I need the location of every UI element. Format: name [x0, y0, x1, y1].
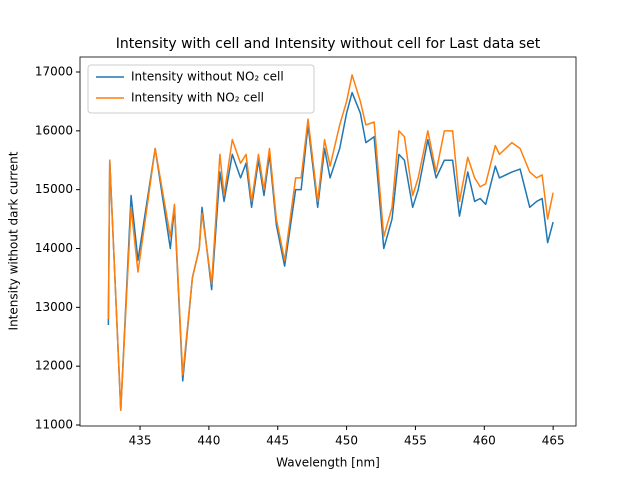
x-tick-label: 460 [473, 434, 496, 448]
legend-label: Intensity with NO₂ cell [131, 91, 264, 105]
y-tick-label: 14000 [35, 241, 73, 255]
y-tick-label: 11000 [35, 417, 73, 431]
chart-title: Intensity with cell and Intensity withou… [116, 36, 541, 52]
legend-box [87, 64, 315, 114]
data-line [107, 74, 554, 412]
data-line [107, 91, 554, 412]
x-tick-label: 465 [542, 434, 565, 448]
y-tick-label: 13000 [35, 300, 73, 314]
y-tick-label: 17000 [35, 65, 73, 79]
legend: Intensity without NO₂ cell Intensity with… [87, 64, 315, 114]
y-axis-label: Intensity without dark current [7, 151, 21, 330]
y-tick-label: 12000 [35, 359, 73, 373]
y-tick-label: 15000 [35, 182, 73, 196]
plot-frame [79, 56, 577, 427]
x-tick-label: 440 [197, 434, 220, 448]
x-tick-label: 450 [335, 434, 358, 448]
x-tick-label: 445 [266, 434, 289, 448]
x-axis-label: Wavelength [nm] [276, 456, 380, 470]
legend-label: Intensity without NO₂ cell [131, 70, 284, 84]
x-tick-label: 435 [129, 434, 152, 448]
y-tick-label: 16000 [35, 123, 73, 137]
x-tick-label: 455 [404, 434, 427, 448]
